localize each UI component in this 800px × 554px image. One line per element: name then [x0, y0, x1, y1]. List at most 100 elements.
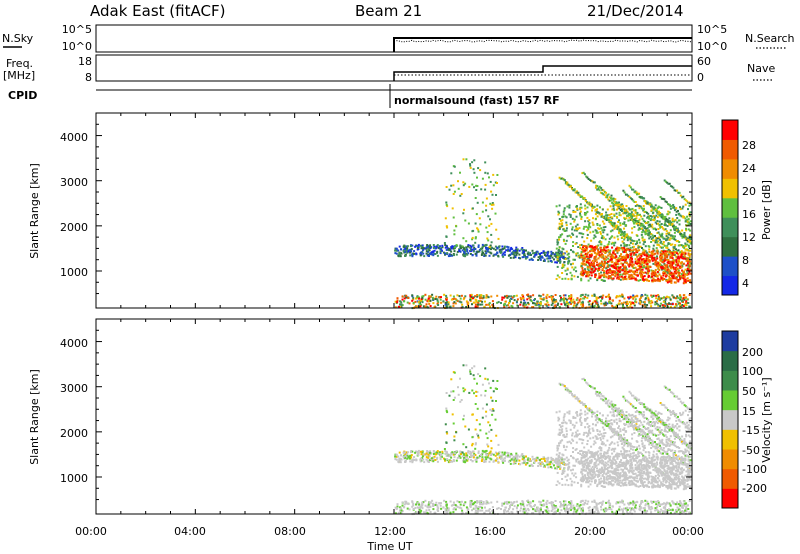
power-cell — [521, 297, 524, 300]
velocity-cell — [421, 507, 424, 510]
power-cell — [679, 251, 682, 254]
power-cell — [649, 266, 652, 268]
power-cell — [689, 223, 692, 225]
velocity-cell — [512, 508, 515, 511]
power-cell — [651, 295, 654, 298]
power-cell — [488, 247, 491, 250]
power-cell — [559, 260, 562, 263]
velocity-cell — [602, 500, 605, 503]
power-cell — [620, 244, 623, 247]
power-cell — [497, 237, 500, 240]
power-cell — [516, 252, 519, 255]
velocity-cell — [424, 504, 427, 507]
power-cell — [662, 250, 665, 253]
power-cell — [447, 303, 450, 306]
velocity-cell — [450, 452, 453, 455]
velocity-cell — [425, 452, 428, 455]
power-cell — [683, 232, 686, 234]
velocity-cell — [669, 512, 672, 514]
power-cell — [550, 250, 553, 253]
power-cell — [440, 247, 443, 249]
power-cell — [610, 216, 613, 219]
power-cell — [600, 241, 603, 244]
power-cell — [566, 267, 569, 270]
power-cell — [682, 255, 685, 258]
power-cell — [401, 295, 404, 298]
power-cell — [606, 265, 609, 268]
power-cell — [511, 296, 514, 299]
power-cell — [496, 252, 499, 255]
power-cell — [598, 268, 601, 271]
nsky-left-tick-bottom: 10^0 — [62, 40, 92, 53]
power-cell — [687, 218, 690, 221]
velocity-cell — [525, 462, 527, 464]
power-cell — [660, 246, 663, 249]
velocity-cell — [439, 458, 442, 461]
velocity-cell — [570, 502, 573, 505]
power-cell — [530, 300, 533, 303]
power-cell — [681, 299, 684, 302]
power-cell — [453, 254, 455, 257]
power-cell — [688, 204, 691, 207]
power-cell — [570, 300, 573, 303]
power-cell — [496, 174, 499, 176]
power-cell — [631, 239, 633, 242]
power-cell — [655, 239, 658, 242]
velocity-cell — [581, 500, 584, 502]
power-cell — [496, 182, 498, 184]
power-cell — [618, 257, 621, 260]
power-cell — [610, 302, 613, 305]
power-cell — [504, 300, 507, 303]
velocity-cell — [565, 507, 568, 509]
power-cell — [678, 260, 681, 263]
power-cell — [671, 217, 674, 220]
power-cell — [631, 188, 633, 191]
power-cell — [449, 249, 452, 251]
power-cell — [628, 297, 630, 300]
power-cell — [663, 179, 666, 182]
velocity-cell — [404, 456, 407, 459]
velocity-cell — [611, 505, 614, 508]
power-cell — [528, 252, 531, 255]
power-cell — [481, 177, 484, 180]
power-cell — [645, 267, 648, 270]
power-cell — [559, 251, 562, 254]
velocity-cell — [408, 508, 411, 511]
velocity-cell — [533, 461, 536, 464]
power-cell — [628, 269, 631, 272]
power-cell — [644, 250, 647, 253]
power-cell — [611, 264, 614, 267]
power-cell — [668, 233, 670, 236]
velocity-cell — [412, 508, 415, 510]
power-cell — [452, 302, 455, 305]
power-cell — [672, 204, 675, 206]
velocity-cell — [587, 507, 590, 509]
power-cell — [477, 228, 480, 231]
power-cell — [662, 267, 664, 270]
velocity-cell — [403, 503, 406, 506]
power-cell — [679, 265, 682, 268]
power-cell — [546, 301, 549, 304]
power-cell — [579, 247, 582, 249]
velocity-cell — [552, 504, 555, 507]
power-cell — [595, 258, 598, 261]
power-cell — [634, 209, 637, 212]
power-cell — [570, 249, 572, 251]
velocity-cell — [482, 501, 485, 503]
power-cell — [459, 171, 461, 174]
power-cell — [417, 296, 419, 299]
power-cell — [593, 256, 596, 259]
power-cell — [610, 277, 613, 280]
velocity-cell — [404, 454, 407, 457]
power-cell — [617, 221, 620, 223]
velocity-cell — [444, 450, 447, 452]
power-cell — [625, 268, 628, 271]
velocity-cell — [406, 454, 409, 457]
power-cell — [601, 264, 604, 266]
power-cell — [686, 258, 689, 261]
velocity-cell — [456, 500, 459, 503]
velocity-cell — [421, 503, 424, 505]
power-cell — [641, 247, 643, 249]
power-cell — [606, 250, 609, 253]
power-cell — [527, 293, 530, 296]
